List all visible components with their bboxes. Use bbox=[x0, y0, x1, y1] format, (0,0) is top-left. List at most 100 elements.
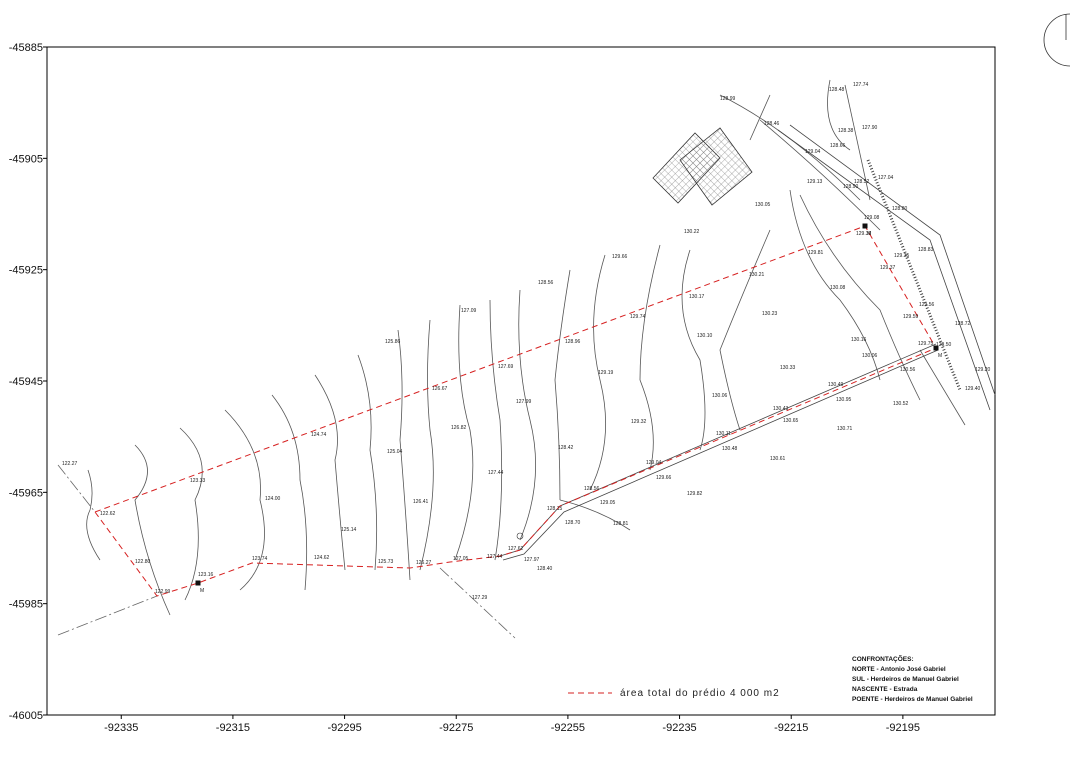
y-tick-label: -45905 bbox=[9, 153, 43, 165]
spot-height: 127.90 bbox=[862, 125, 878, 131]
compass bbox=[1043, 13, 1070, 67]
spot-height: 130.05 bbox=[755, 202, 771, 208]
confrontation-line: SUL - Herdeiros de Manuel Gabriel bbox=[852, 676, 959, 683]
spot-height: 129.82 bbox=[687, 491, 703, 497]
marker-label: M bbox=[938, 353, 942, 359]
spot-height: 130.06 bbox=[712, 393, 728, 399]
spot-height: 128.52 bbox=[854, 179, 870, 185]
spot-height: 129.39 bbox=[856, 231, 872, 237]
spot-height: 130.21 bbox=[749, 272, 765, 278]
spot-height: 127.74 bbox=[853, 82, 869, 88]
spot-height: 129.37 bbox=[880, 265, 896, 271]
spot-height: 122.62 bbox=[100, 511, 116, 517]
spot-height: 130.48 bbox=[722, 446, 738, 452]
spot-height: 125.04 bbox=[387, 449, 403, 455]
spot-height: 122.80 bbox=[135, 559, 151, 565]
spot-height: 130.23 bbox=[762, 311, 778, 317]
spot-height: 130.06 bbox=[862, 353, 878, 359]
spot-height: 129.59 bbox=[903, 314, 919, 320]
spot-height: 124.74 bbox=[311, 432, 327, 438]
x-tick-label: -92235 bbox=[662, 722, 696, 734]
spot-height: 126.27 bbox=[416, 560, 432, 566]
property-boundary bbox=[94, 225, 937, 597]
y-tick-label: -45985 bbox=[9, 599, 43, 611]
contours bbox=[86, 79, 966, 616]
spot-height: 129.05 bbox=[600, 500, 616, 506]
spot-height: 127.62 bbox=[508, 546, 524, 552]
spot-height: 129.04 bbox=[646, 460, 662, 466]
spot-height: 128.81 bbox=[613, 521, 629, 527]
spot-height: 125.73 bbox=[378, 559, 394, 565]
spot-height: 128.83 bbox=[918, 247, 934, 253]
survey-marker bbox=[933, 345, 939, 351]
spot-height: 124.62 bbox=[314, 555, 330, 561]
spot-height: 129.40 bbox=[965, 386, 981, 392]
point-symbol bbox=[516, 532, 524, 540]
spot-height: 125.86 bbox=[385, 339, 401, 345]
x-tick-label: -92195 bbox=[886, 722, 920, 734]
y-tick-label: -45945 bbox=[9, 376, 43, 388]
confrontation-line: POENTE - Herdeiros de Manuel Gabriel bbox=[852, 696, 973, 703]
x-tick-label: -92255 bbox=[551, 722, 585, 734]
buildings bbox=[652, 127, 753, 206]
spot-height: 130.17 bbox=[689, 294, 705, 300]
spot-height: 127.04 bbox=[878, 175, 894, 181]
spot-height: 126.41 bbox=[413, 499, 429, 505]
spot-height: 127.44 bbox=[487, 554, 503, 560]
spot-height: 130.49 bbox=[828, 382, 844, 388]
y-tick-label: -45925 bbox=[9, 265, 43, 277]
spot-height: 130.71 bbox=[837, 426, 853, 432]
spot-height: 128.99 bbox=[720, 96, 736, 102]
spot-height: 126.82 bbox=[451, 425, 467, 431]
spot-height: 128.56 bbox=[584, 486, 600, 492]
spot-height: 128.38 bbox=[838, 128, 854, 134]
spot-height: 130.43 bbox=[773, 406, 789, 412]
spot-height: 128.80 bbox=[892, 206, 908, 212]
spot-height: 130.11 bbox=[716, 431, 731, 437]
spot-height: 129.50 bbox=[936, 342, 952, 348]
x-tick-label: -92275 bbox=[439, 722, 473, 734]
spot-height: 127.99 bbox=[516, 399, 532, 405]
spot-height: 127.97 bbox=[524, 557, 540, 563]
spot-height: 128.90 bbox=[843, 184, 859, 190]
spot-height: 128.66 bbox=[830, 143, 846, 149]
confrontation-line: CONFRONTAÇÕES: bbox=[852, 654, 914, 663]
legend-label: área total do prédio 4 000 m2 bbox=[620, 688, 780, 699]
spot-height: 130.10 bbox=[697, 333, 713, 339]
x-tick-label: -92335 bbox=[104, 722, 138, 734]
spot-height: 122.99 bbox=[155, 589, 171, 595]
dash-dot-lines bbox=[57, 464, 516, 639]
spot-height: 130.08 bbox=[830, 285, 846, 291]
spot-height: 130.95 bbox=[836, 397, 852, 403]
spot-height: 128.70 bbox=[565, 520, 581, 526]
spot-height: 128.46 bbox=[764, 121, 780, 127]
spot-height: 128.40 bbox=[537, 566, 553, 572]
spot-height: 124.00 bbox=[265, 496, 281, 502]
x-tick-label: -92295 bbox=[327, 722, 361, 734]
spot-height: 129.66 bbox=[656, 475, 672, 481]
spot-height: 130.22 bbox=[684, 229, 700, 235]
spot-height: 127.44 bbox=[488, 470, 504, 476]
spot-height: 129.35 bbox=[894, 253, 910, 259]
x-tick-label: -92315 bbox=[216, 722, 250, 734]
spot-height: 129.20 bbox=[975, 367, 991, 373]
spot-height: 128.72 bbox=[955, 321, 971, 327]
spot-height: 129.74 bbox=[630, 314, 646, 320]
spot-height: 128.96 bbox=[565, 339, 581, 345]
spot-height: 123.33 bbox=[190, 478, 206, 484]
marker-label: M bbox=[867, 231, 871, 237]
spot-height: 128.15 bbox=[547, 506, 563, 512]
spot-height: 129.75 bbox=[918, 341, 934, 347]
spot-height: 130.16 bbox=[851, 337, 867, 343]
spot-height: 129.19 bbox=[598, 370, 614, 376]
y-tick-label: -46005 bbox=[9, 710, 43, 722]
spot-height: 129.56 bbox=[919, 302, 935, 308]
confrontation-line: NORTE - Antonio José Gabriel bbox=[852, 666, 946, 673]
spot-height: 130.65 bbox=[783, 418, 799, 424]
spot-height: 127.69 bbox=[498, 364, 514, 370]
spot-height: 128.48 bbox=[829, 87, 845, 93]
spot-height: 123.74 bbox=[252, 556, 268, 562]
marker-label: M bbox=[200, 588, 204, 594]
survey-marker bbox=[195, 580, 201, 586]
